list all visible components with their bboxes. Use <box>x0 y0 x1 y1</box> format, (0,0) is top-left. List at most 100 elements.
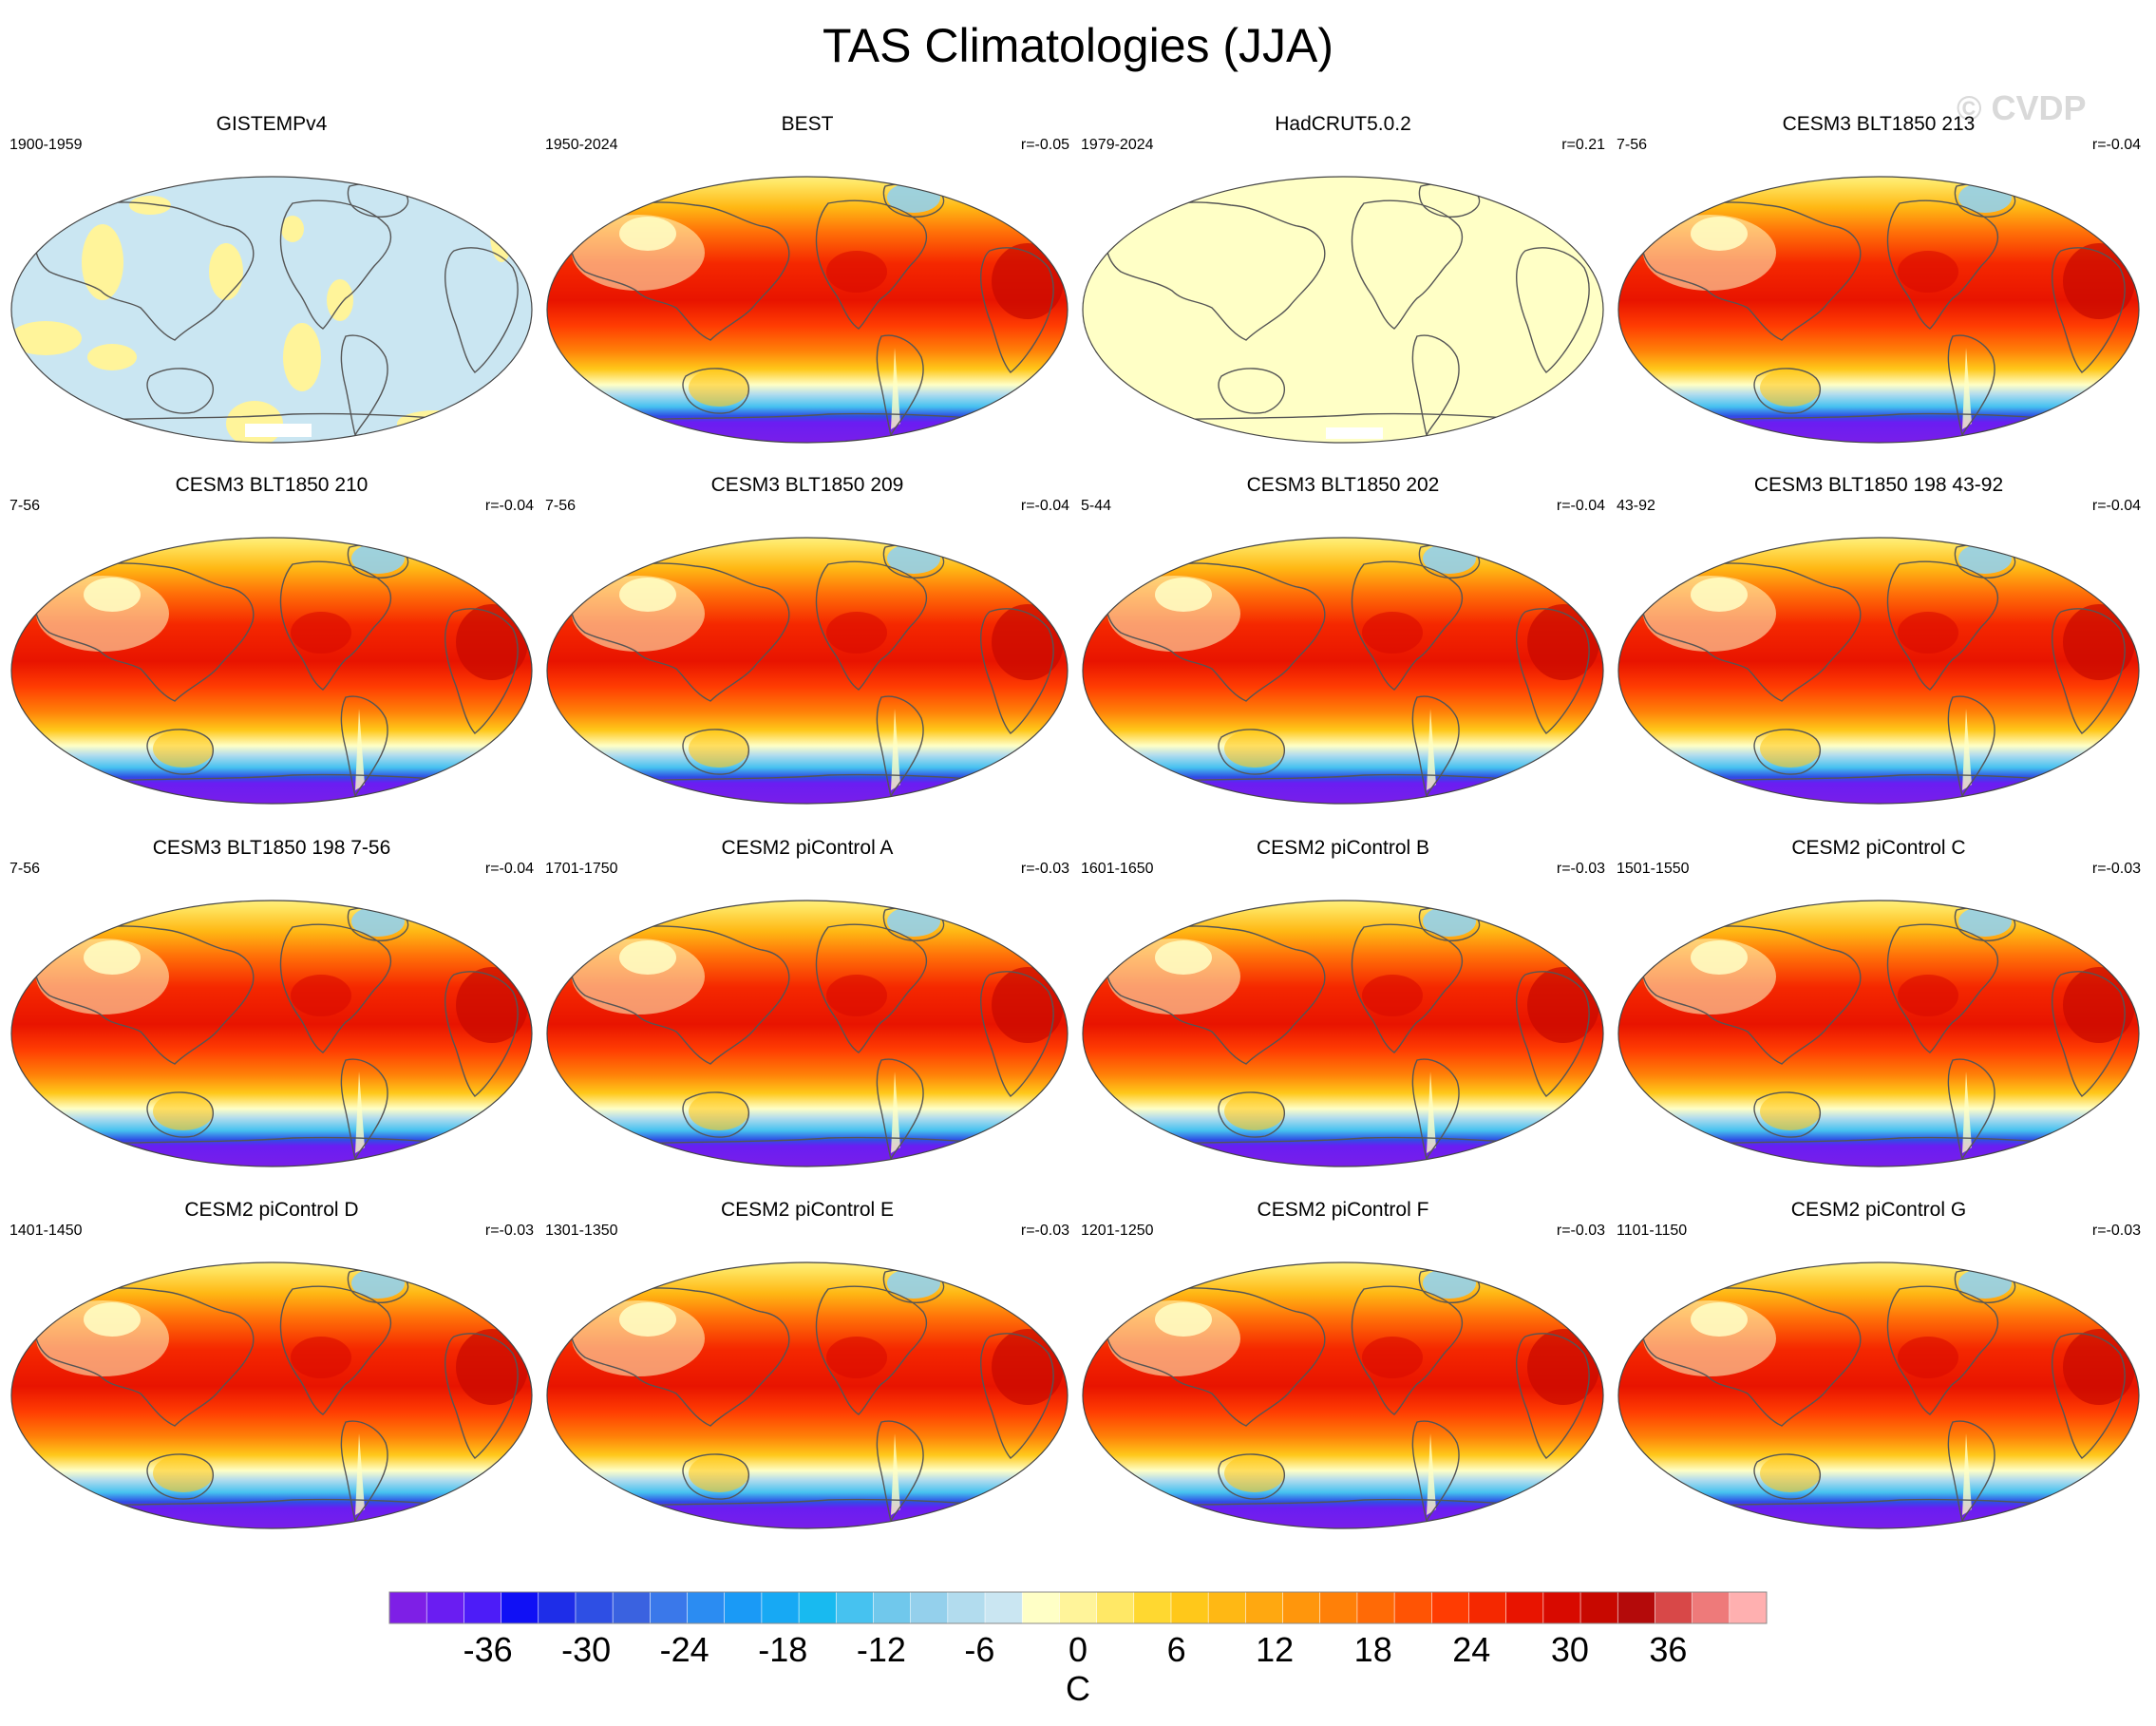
coastline-samerica <box>1947 695 1995 799</box>
coastline-samerica <box>1411 334 1460 438</box>
coastline-samerica <box>1411 1058 1460 1162</box>
map-panel: CESM3 BLT1850 198 7-56 7-56 r=-0.04 <box>8 836 536 1174</box>
panel-pattern-correlation: r=-0.03 <box>484 1223 534 1239</box>
colorbar-swatch <box>1319 1591 1358 1624</box>
coastline-samerica <box>340 695 388 799</box>
panel-title: HadCRUT5.0.2 <box>1275 113 1411 135</box>
panel-period: 1501-1550 <box>1617 861 1690 877</box>
coastline-australia <box>146 1453 214 1500</box>
coastline-asia <box>1640 925 1862 1065</box>
coastline-asia <box>569 562 790 702</box>
coastline-namerica <box>279 1285 392 1415</box>
coastline-namerica <box>815 199 928 330</box>
globe-map <box>546 900 1069 1167</box>
map-panel: CESM3 BLT1850 213 7-56 r=-0.04 <box>1615 112 2143 450</box>
colorbar-swatch <box>1579 1591 1619 1624</box>
colorbar-tick-label: 36 <box>1649 1630 1687 1669</box>
map-panel: CESM2 piControl D 1401-1450 r=-0.03 <box>8 1198 536 1536</box>
colorbar-swatch <box>501 1591 539 1624</box>
globe-map <box>1082 176 1604 444</box>
colorbar-swatch <box>873 1591 912 1624</box>
panel-period: 7-56 <box>1617 137 1648 153</box>
globe-map <box>10 176 533 444</box>
panel-title: BEST <box>781 113 834 135</box>
panel-period: 43-92 <box>1617 498 1655 514</box>
coastline-namerica <box>279 199 392 330</box>
colorbar-tick-label: -30 <box>561 1630 611 1669</box>
coastline-africa <box>980 608 1054 734</box>
coastline-africa <box>1516 1333 1590 1459</box>
coastline-namerica <box>1886 1285 1999 1415</box>
panel-pattern-correlation: r=-0.04 <box>484 498 534 514</box>
coastline-asia <box>33 201 255 341</box>
coastline-africa <box>1516 608 1590 734</box>
coastline-africa <box>444 608 519 734</box>
coastline-africa <box>444 971 519 1097</box>
globe-map <box>1082 537 1604 805</box>
coastline-samerica <box>876 1058 924 1162</box>
panel-period: 7-56 <box>9 498 41 514</box>
coastline-samerica <box>340 1420 388 1524</box>
colorbar-swatch <box>1245 1591 1284 1624</box>
coastline-namerica <box>815 1285 928 1415</box>
coastline-asia <box>1640 562 1862 702</box>
panel-period: 1601-1650 <box>1081 861 1154 877</box>
colorbar-swatch <box>1021 1591 1061 1624</box>
colorbar-tick-label: 12 <box>1256 1630 1294 1669</box>
panel-pattern-correlation: r=-0.04 <box>2091 137 2141 153</box>
colorbar-swatch <box>538 1591 577 1624</box>
colorbar-swatch <box>1133 1591 1172 1624</box>
panel-title: CESM2 piControl C <box>1791 837 1966 859</box>
colorbar-swatch <box>1282 1591 1321 1624</box>
colorbar-swatch <box>947 1591 986 1624</box>
coastline-asia <box>569 1287 790 1427</box>
coastline-africa <box>980 971 1054 1097</box>
coastline-namerica <box>815 923 928 1053</box>
coastline-australia <box>1218 368 1285 414</box>
panel-title: CESM2 piControl G <box>1790 1199 1967 1221</box>
coastline-australia <box>1753 729 1821 775</box>
colorbar-swatch <box>761 1591 800 1624</box>
coastline-asia <box>33 562 255 702</box>
panel-pattern-correlation: r=-0.03 <box>2091 1223 2141 1239</box>
coastline-samerica <box>876 334 924 438</box>
colorbar-swatch <box>1542 1591 1581 1624</box>
coastline-africa <box>1516 247 1590 373</box>
coastline-namerica <box>279 923 392 1053</box>
coastline-africa <box>980 247 1054 373</box>
panel-period: 1101-1150 <box>1617 1223 1688 1239</box>
colorbar-swatch <box>463 1591 502 1624</box>
figure-title: TAS Climatologies (JJA) <box>822 19 1334 72</box>
colorbar-tick-label: -24 <box>660 1630 709 1669</box>
map-panel: CESM2 piControl C 1501-1550 r=-0.03 <box>1615 836 2143 1174</box>
coastline-namerica <box>279 560 392 691</box>
panel-title: CESM2 piControl B <box>1256 837 1430 859</box>
colorbar-swatch <box>1729 1591 1768 1624</box>
coastline-samerica <box>1411 1420 1460 1524</box>
coastline-africa <box>444 1333 519 1459</box>
colorbar-swatch <box>1059 1591 1098 1624</box>
map-panel: HadCRUT5.0.2 1979-2024 r=0.21 <box>1079 112 1607 450</box>
globe-map <box>10 900 533 1167</box>
panel-title: CESM2 piControl F <box>1257 1199 1429 1221</box>
panel-period: 1301-1350 <box>545 1223 618 1239</box>
globe-map <box>1617 537 2140 805</box>
coastline-australia <box>146 368 214 414</box>
colorbar-tick-label: -36 <box>463 1630 513 1669</box>
coastline-africa <box>2052 247 2126 373</box>
colorbar-swatch <box>910 1591 949 1624</box>
panel-title: CESM3 BLT1850 198 43-92 <box>1753 474 2004 496</box>
panel-period: 1701-1750 <box>545 861 618 877</box>
colorbar-swatch <box>1431 1591 1470 1624</box>
coastline-namerica <box>1351 923 1464 1053</box>
coastline-australia <box>682 368 749 414</box>
panel-title: CESM3 BLT1850 202 <box>1246 474 1440 496</box>
coastline-samerica <box>1411 695 1460 799</box>
panel-pattern-correlation: r=-0.04 <box>484 861 534 877</box>
colorbar-tick-label: 6 <box>1167 1630 1186 1669</box>
watermark: © CVDP <box>1957 88 2087 127</box>
coastline-australia <box>146 1091 214 1138</box>
panel-title: CESM2 piControl D <box>184 1199 359 1221</box>
colorbar-swatch <box>984 1591 1024 1624</box>
panel-period: 1201-1250 <box>1081 1223 1154 1239</box>
